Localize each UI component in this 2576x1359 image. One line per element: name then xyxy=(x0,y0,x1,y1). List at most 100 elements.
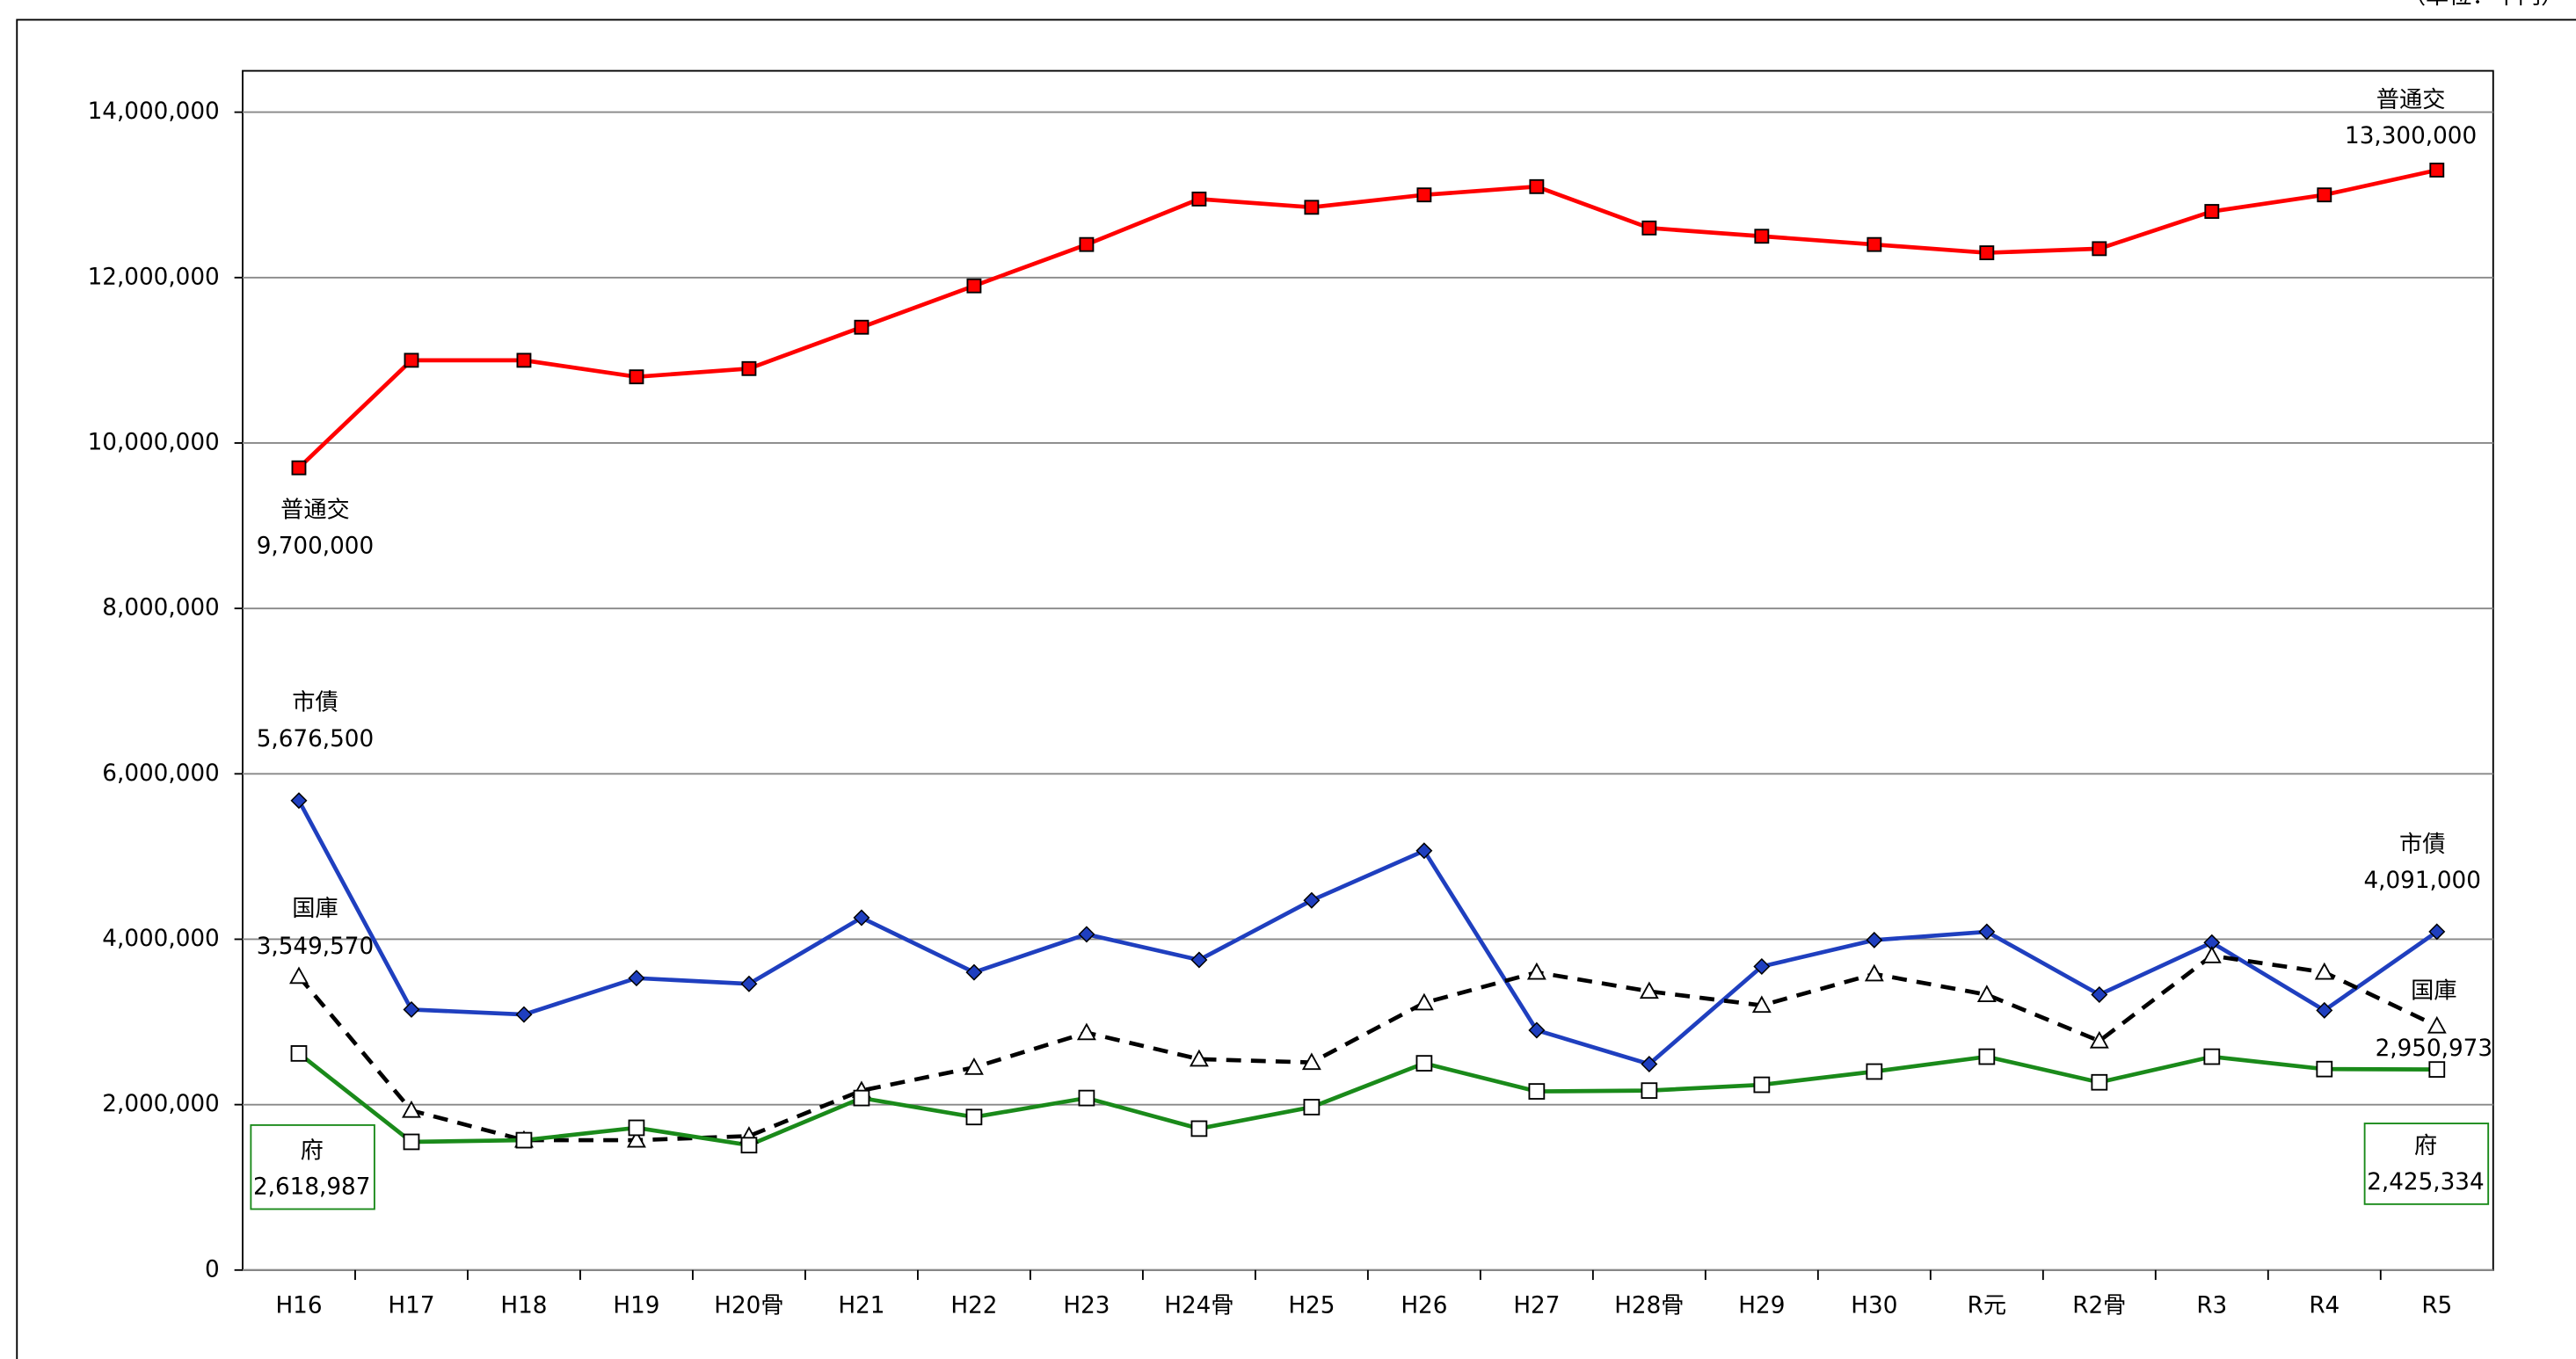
marker xyxy=(1639,981,1659,999)
x-tick-label: H19 xyxy=(613,1293,659,1319)
marker xyxy=(1754,229,1770,244)
marker xyxy=(1076,1022,1096,1041)
marker xyxy=(1304,200,1320,215)
marker xyxy=(2428,923,2446,941)
y-tick-label: 8,000,000 xyxy=(102,595,219,621)
unit-note: （単位：千円） xyxy=(2403,0,2565,10)
y-tick-label: 10,000,000 xyxy=(88,429,220,455)
series-annotation: 市債 xyxy=(2399,832,2445,858)
label-box xyxy=(250,1123,375,1210)
marker xyxy=(965,963,983,981)
marker xyxy=(1978,1048,1996,1065)
marker xyxy=(404,352,419,368)
x-tick-label: H23 xyxy=(1063,1293,1110,1319)
marker xyxy=(965,1108,983,1126)
x-tick-label: H24骨 xyxy=(1164,1293,1233,1319)
x-tick-label: H18 xyxy=(500,1293,547,1319)
y-tick-label: 4,000,000 xyxy=(102,926,219,952)
marker xyxy=(1526,962,1546,980)
marker xyxy=(290,792,308,810)
series-annotation: 国庫 xyxy=(292,896,338,922)
data-label: 9,700,000 xyxy=(257,534,374,560)
marker xyxy=(403,1133,420,1151)
marker xyxy=(966,278,982,294)
marker xyxy=(1641,1056,1658,1073)
x-tick-label: H21 xyxy=(838,1293,884,1319)
marker xyxy=(290,1045,308,1062)
marker xyxy=(291,460,307,476)
marker xyxy=(854,319,870,335)
data-label: 2,425,334 xyxy=(2367,1169,2484,1195)
y-tick-label: 6,000,000 xyxy=(102,760,219,787)
marker xyxy=(2429,163,2445,178)
marker xyxy=(1301,1052,1321,1071)
x-tick-label: R5 xyxy=(2421,1293,2452,1319)
marker xyxy=(1303,891,1321,909)
marker xyxy=(1079,236,1095,252)
marker xyxy=(1416,187,1432,203)
marker xyxy=(515,1131,533,1149)
marker xyxy=(516,352,532,368)
y-tick-label: 0 xyxy=(205,1256,220,1283)
marker xyxy=(1078,926,1095,943)
marker xyxy=(740,1137,758,1154)
marker xyxy=(2316,1001,2333,1019)
marker xyxy=(1190,951,1208,969)
marker xyxy=(2428,1061,2446,1078)
label-box xyxy=(2363,1123,2490,1205)
unit-backdrop xyxy=(2372,0,2576,11)
data-label: 4,091,000 xyxy=(2363,868,2480,894)
marker xyxy=(628,1119,645,1137)
marker xyxy=(2314,962,2334,980)
marker xyxy=(403,1000,420,1018)
marker xyxy=(2091,1073,2108,1091)
marker xyxy=(2091,986,2108,1003)
marker xyxy=(1529,178,1545,194)
series-line xyxy=(296,799,2439,1067)
series-annotation: 普通交 xyxy=(2376,87,2446,113)
marker xyxy=(1414,992,1434,1011)
marker xyxy=(741,360,757,376)
marker xyxy=(853,1089,870,1107)
marker xyxy=(1303,1099,1321,1116)
marker xyxy=(2089,1030,2109,1049)
marker xyxy=(1641,1082,1658,1100)
x-tick-label: R元 xyxy=(1968,1293,2006,1319)
x-tick-label: H25 xyxy=(1288,1293,1335,1319)
series-annotation: 市債 xyxy=(292,690,338,716)
x-tick-label: H26 xyxy=(1401,1293,1447,1319)
marker xyxy=(402,1100,421,1118)
x-tick-label: H29 xyxy=(1738,1293,1785,1319)
marker xyxy=(1751,995,1772,1014)
data-label: 13,300,000 xyxy=(2345,123,2477,149)
series-annotation: 府 xyxy=(2414,1133,2437,1159)
marker xyxy=(1191,191,1207,207)
marker xyxy=(1864,963,1884,982)
marker xyxy=(289,966,309,985)
marker xyxy=(1753,1076,1771,1094)
marker xyxy=(2316,1060,2333,1078)
data-label: 2,618,987 xyxy=(253,1174,370,1201)
marker xyxy=(740,975,758,992)
marker xyxy=(1867,236,1882,252)
marker xyxy=(1866,931,1883,948)
marker xyxy=(515,1006,533,1023)
data-label: 5,676,500 xyxy=(257,726,374,752)
marker xyxy=(628,970,645,987)
marker xyxy=(964,1057,984,1075)
marker xyxy=(629,369,644,385)
x-tick-label: H16 xyxy=(275,1293,322,1319)
series-line xyxy=(297,1051,2437,1148)
plot-area xyxy=(242,69,2494,1271)
marker xyxy=(1866,1063,1883,1080)
y-tick-label: 14,000,000 xyxy=(88,98,220,125)
x-tick-label: R4 xyxy=(2309,1293,2340,1319)
marker xyxy=(1753,958,1771,976)
series-line xyxy=(297,953,2438,1143)
marker xyxy=(1978,923,1996,941)
x-tick-label: R2骨 xyxy=(2072,1293,2126,1319)
marker xyxy=(1528,1021,1546,1039)
x-tick-label: H30 xyxy=(1851,1293,1897,1319)
